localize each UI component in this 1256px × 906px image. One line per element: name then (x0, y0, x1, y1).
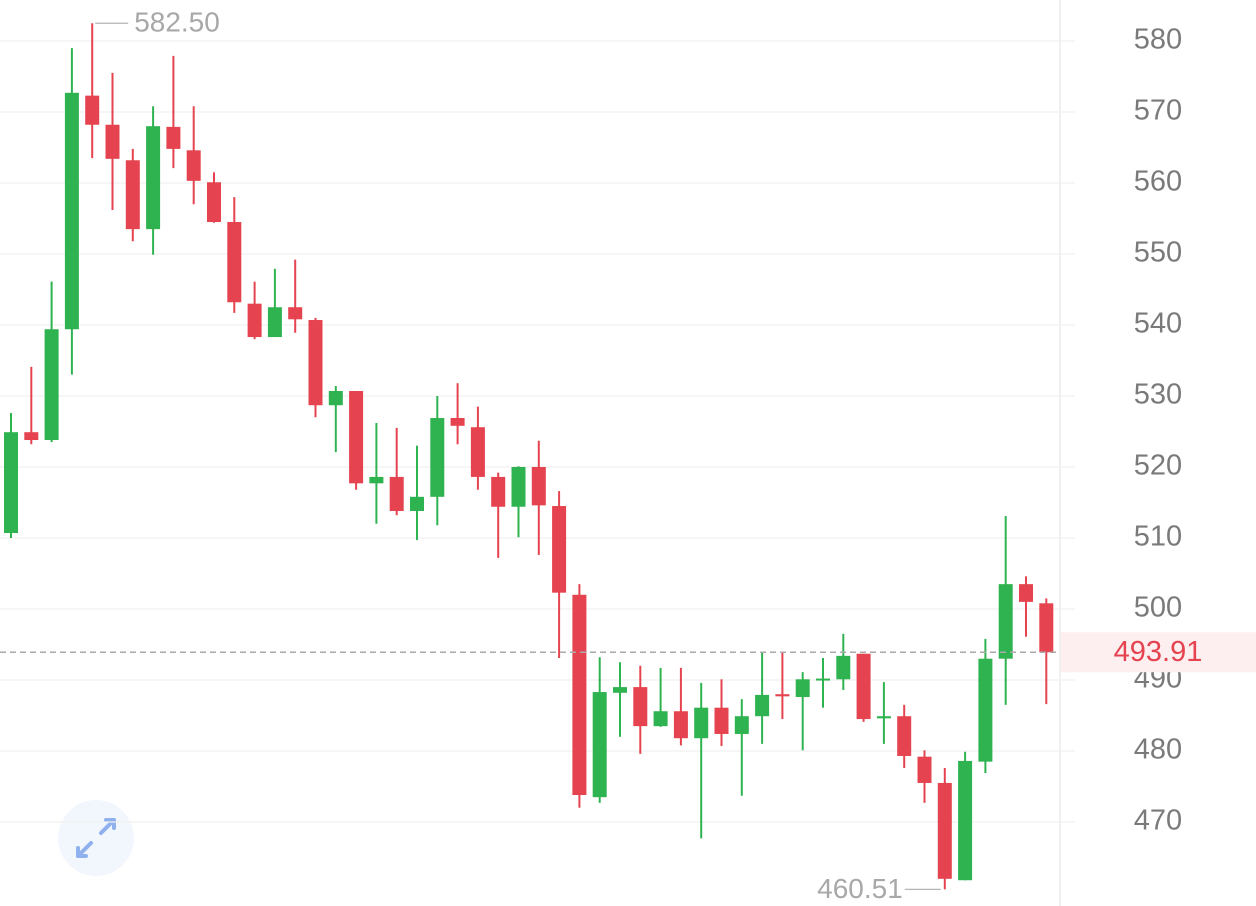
candle-body (410, 496, 424, 512)
last-price-tag-bg (1061, 632, 1256, 673)
candle-body (64, 92, 79, 330)
candle-body (775, 694, 790, 697)
y-tick-label: 470 (1134, 805, 1182, 837)
y-tick-label: 480 (1134, 734, 1182, 766)
y-tick-label: 570 (1134, 95, 1182, 127)
low-label: 460.51 (817, 873, 903, 904)
candle-body (389, 476, 404, 512)
candle-body (816, 678, 830, 681)
candle-body (267, 307, 282, 338)
candle-body (836, 655, 851, 680)
candle-body (917, 756, 932, 783)
candle-body (1019, 584, 1033, 602)
candle-body (755, 694, 770, 717)
candle-body (714, 707, 729, 734)
expand-icon[interactable] (76, 818, 116, 858)
candle-body (613, 687, 627, 693)
y-tick-label: 510 (1134, 521, 1182, 553)
y-tick-label: 530 (1134, 379, 1182, 411)
y-tick-label: 550 (1134, 237, 1182, 269)
candle-body (856, 653, 871, 720)
candle-body (937, 782, 952, 879)
candle-body (247, 303, 262, 338)
y-tick-label: 540 (1134, 308, 1182, 340)
candle-body (694, 707, 709, 739)
candle-body (531, 466, 546, 506)
candle-body (85, 95, 100, 125)
candle-body (897, 716, 912, 756)
y-tick-label: 520 (1134, 450, 1182, 482)
candle-body (653, 711, 668, 727)
candle-body (105, 124, 120, 159)
candle-body (186, 150, 201, 181)
candle-body (349, 391, 364, 484)
y-tick-label: 500 (1134, 592, 1182, 624)
candle-body (734, 716, 749, 734)
candle-body (44, 329, 59, 441)
candle-body (673, 711, 688, 739)
candle-body (470, 427, 485, 477)
candle-body (978, 658, 993, 762)
candle-body (227, 222, 242, 303)
y-tick-label: 560 (1134, 166, 1182, 198)
candle-body (450, 417, 465, 426)
expand-button-bg[interactable] (58, 800, 134, 876)
candle-body (998, 584, 1013, 659)
candle-body (572, 594, 587, 796)
candle-body (876, 716, 891, 719)
candle-body (308, 320, 323, 406)
candle-body (369, 476, 384, 484)
candle-body (146, 126, 161, 230)
candle-body (4, 432, 18, 534)
candle-body (328, 391, 343, 406)
candle-body (491, 476, 506, 507)
candle-body (207, 182, 221, 223)
candle-body (125, 160, 140, 230)
candle-body (511, 466, 526, 507)
candle-body (288, 307, 303, 320)
candle-body (958, 760, 973, 881)
candle-body (552, 506, 567, 593)
y-tick-label: 580 (1134, 24, 1182, 56)
candle-body (166, 126, 181, 149)
candle-body (795, 679, 810, 698)
candle-body (592, 692, 607, 798)
candle-body (1039, 603, 1054, 653)
candle-body (633, 687, 648, 727)
last-price-label: 493.91 (1114, 636, 1203, 668)
candle-body (24, 432, 39, 441)
expand-button[interactable] (58, 800, 134, 876)
candle-body (430, 417, 445, 497)
high-label: 582.50 (134, 7, 220, 38)
